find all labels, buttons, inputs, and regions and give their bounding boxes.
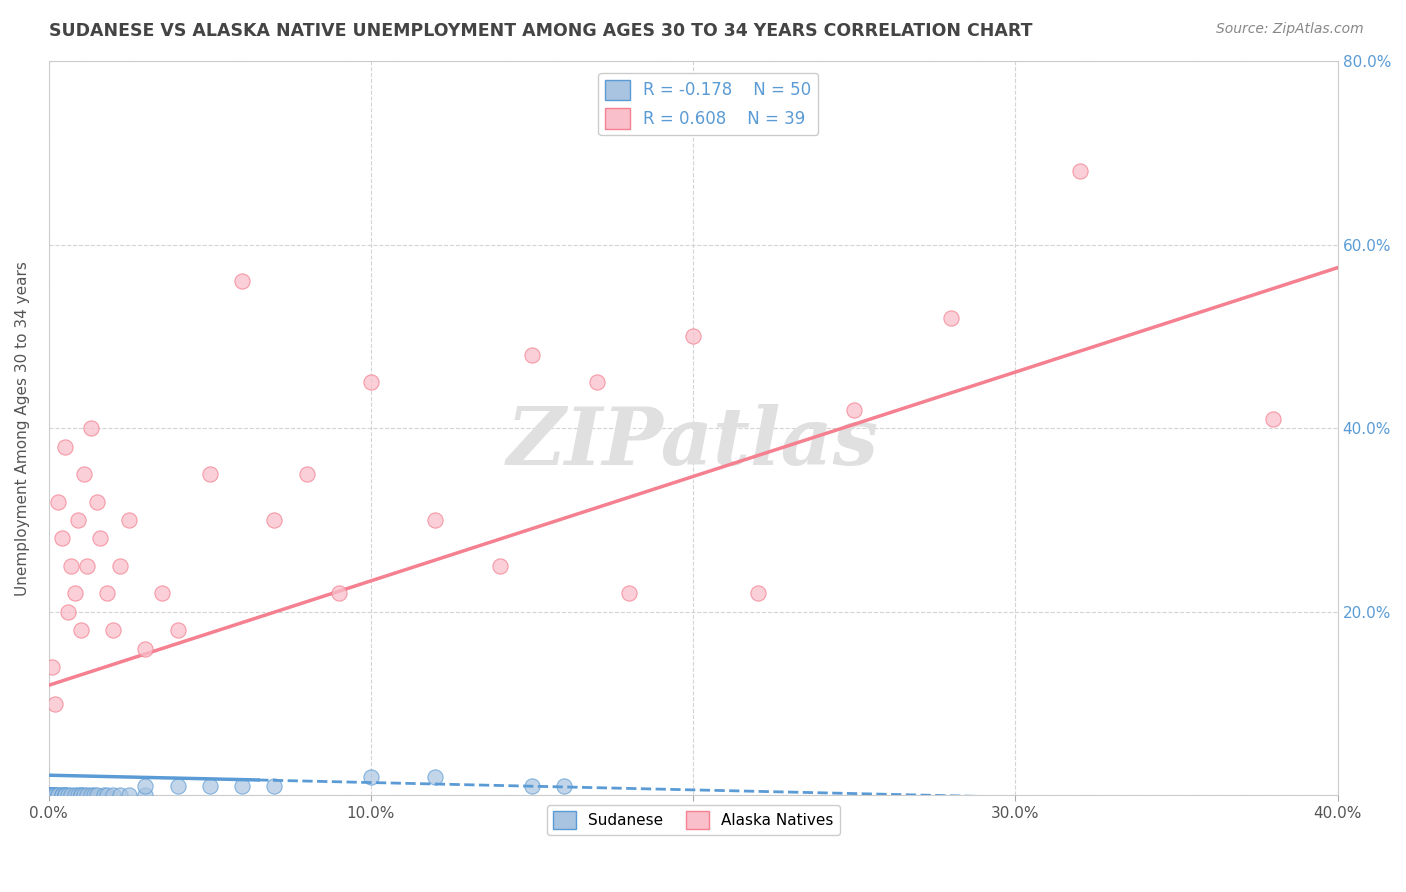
Point [328,586,350,600]
Point [53,789,76,803]
Point [108,558,131,573]
Point [747,586,769,600]
Point [38,789,60,803]
Y-axis label: Unemployment Among Ages 30 to 34 years: Unemployment Among Ages 30 to 34 years [15,260,30,596]
Point [79,789,101,803]
Point [56,789,79,803]
Point [231,779,253,793]
Point [103,623,125,637]
Point [48,789,70,803]
Point [166,623,188,637]
Point [134,641,156,656]
Point [263,513,285,527]
Point [76,558,98,573]
Point [1069,164,1091,178]
Point [60,558,83,573]
Point [76,789,98,803]
Point [553,779,575,793]
Point [118,789,141,803]
Point [38,789,60,803]
Point [48,494,70,508]
Point [93,789,115,803]
Point [48,789,70,803]
Point [134,779,156,793]
Point [51,789,73,803]
Point [41,660,63,674]
Point [89,532,111,546]
Point [134,789,156,803]
Point [53,440,76,454]
Point [41,789,63,803]
Point [60,789,83,803]
Point [520,348,543,362]
Point [38,789,60,803]
Point [166,779,188,793]
Point [96,586,118,600]
Point [70,623,93,637]
Point [38,789,60,803]
Text: SUDANESE VS ALASKA NATIVE UNEMPLOYMENT AMONG AGES 30 TO 34 YEARS CORRELATION CHA: SUDANESE VS ALASKA NATIVE UNEMPLOYMENT A… [49,22,1033,40]
Point [150,586,173,600]
Point [425,513,447,527]
Point [86,789,108,803]
Point [70,789,93,803]
Point [44,789,66,803]
Point [63,789,86,803]
Point [41,789,63,803]
Legend: Sudanese, Alaska Natives: Sudanese, Alaska Natives [547,805,839,836]
Point [56,605,79,619]
Point [198,779,221,793]
Point [73,467,96,482]
Text: Source: ZipAtlas.com: Source: ZipAtlas.com [1216,22,1364,37]
Point [617,586,640,600]
Point [489,558,512,573]
Point [263,779,285,793]
Point [44,697,66,711]
Point [844,403,866,417]
Point [425,770,447,784]
Point [38,789,60,803]
Point [83,789,105,803]
Point [44,789,66,803]
Point [86,494,108,508]
Point [1263,412,1285,426]
Point [73,789,96,803]
Point [53,789,76,803]
Point [585,376,607,390]
Point [103,789,125,803]
Point [520,779,543,793]
Point [44,789,66,803]
Point [38,789,60,803]
Point [38,789,60,803]
Point [41,789,63,803]
Text: ZIPatlas: ZIPatlas [508,404,879,482]
Point [198,467,221,482]
Point [118,513,141,527]
Point [79,421,101,435]
Point [939,311,962,326]
Point [38,789,60,803]
Point [41,789,63,803]
Point [70,789,93,803]
Point [682,329,704,343]
Point [360,770,382,784]
Point [51,532,73,546]
Point [63,586,86,600]
Point [66,789,89,803]
Point [66,513,89,527]
Point [53,789,76,803]
Point [108,789,131,803]
Point [38,789,60,803]
Point [96,789,118,803]
Point [360,376,382,390]
Point [295,467,318,482]
Point [231,274,253,288]
Point [38,789,60,803]
Point [51,789,73,803]
